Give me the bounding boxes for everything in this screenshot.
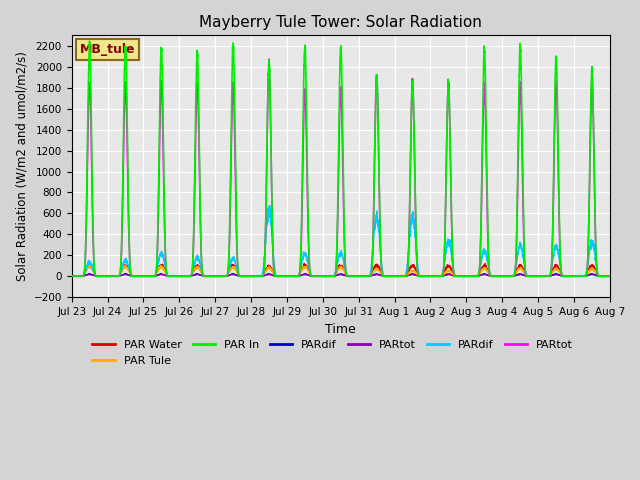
Title: Mayberry Tule Tower: Solar Radiation: Mayberry Tule Tower: Solar Radiation: [199, 15, 482, 30]
Y-axis label: Solar Radiation (W/m2 and umol/m2/s): Solar Radiation (W/m2 and umol/m2/s): [15, 51, 28, 281]
X-axis label: Time: Time: [325, 323, 356, 336]
Legend: PAR Water, PAR Tule, PAR In, PARdif, PARtot, PARdif, PARtot: PAR Water, PAR Tule, PAR In, PARdif, PAR…: [88, 336, 577, 370]
Text: MB_tule: MB_tule: [80, 43, 135, 56]
